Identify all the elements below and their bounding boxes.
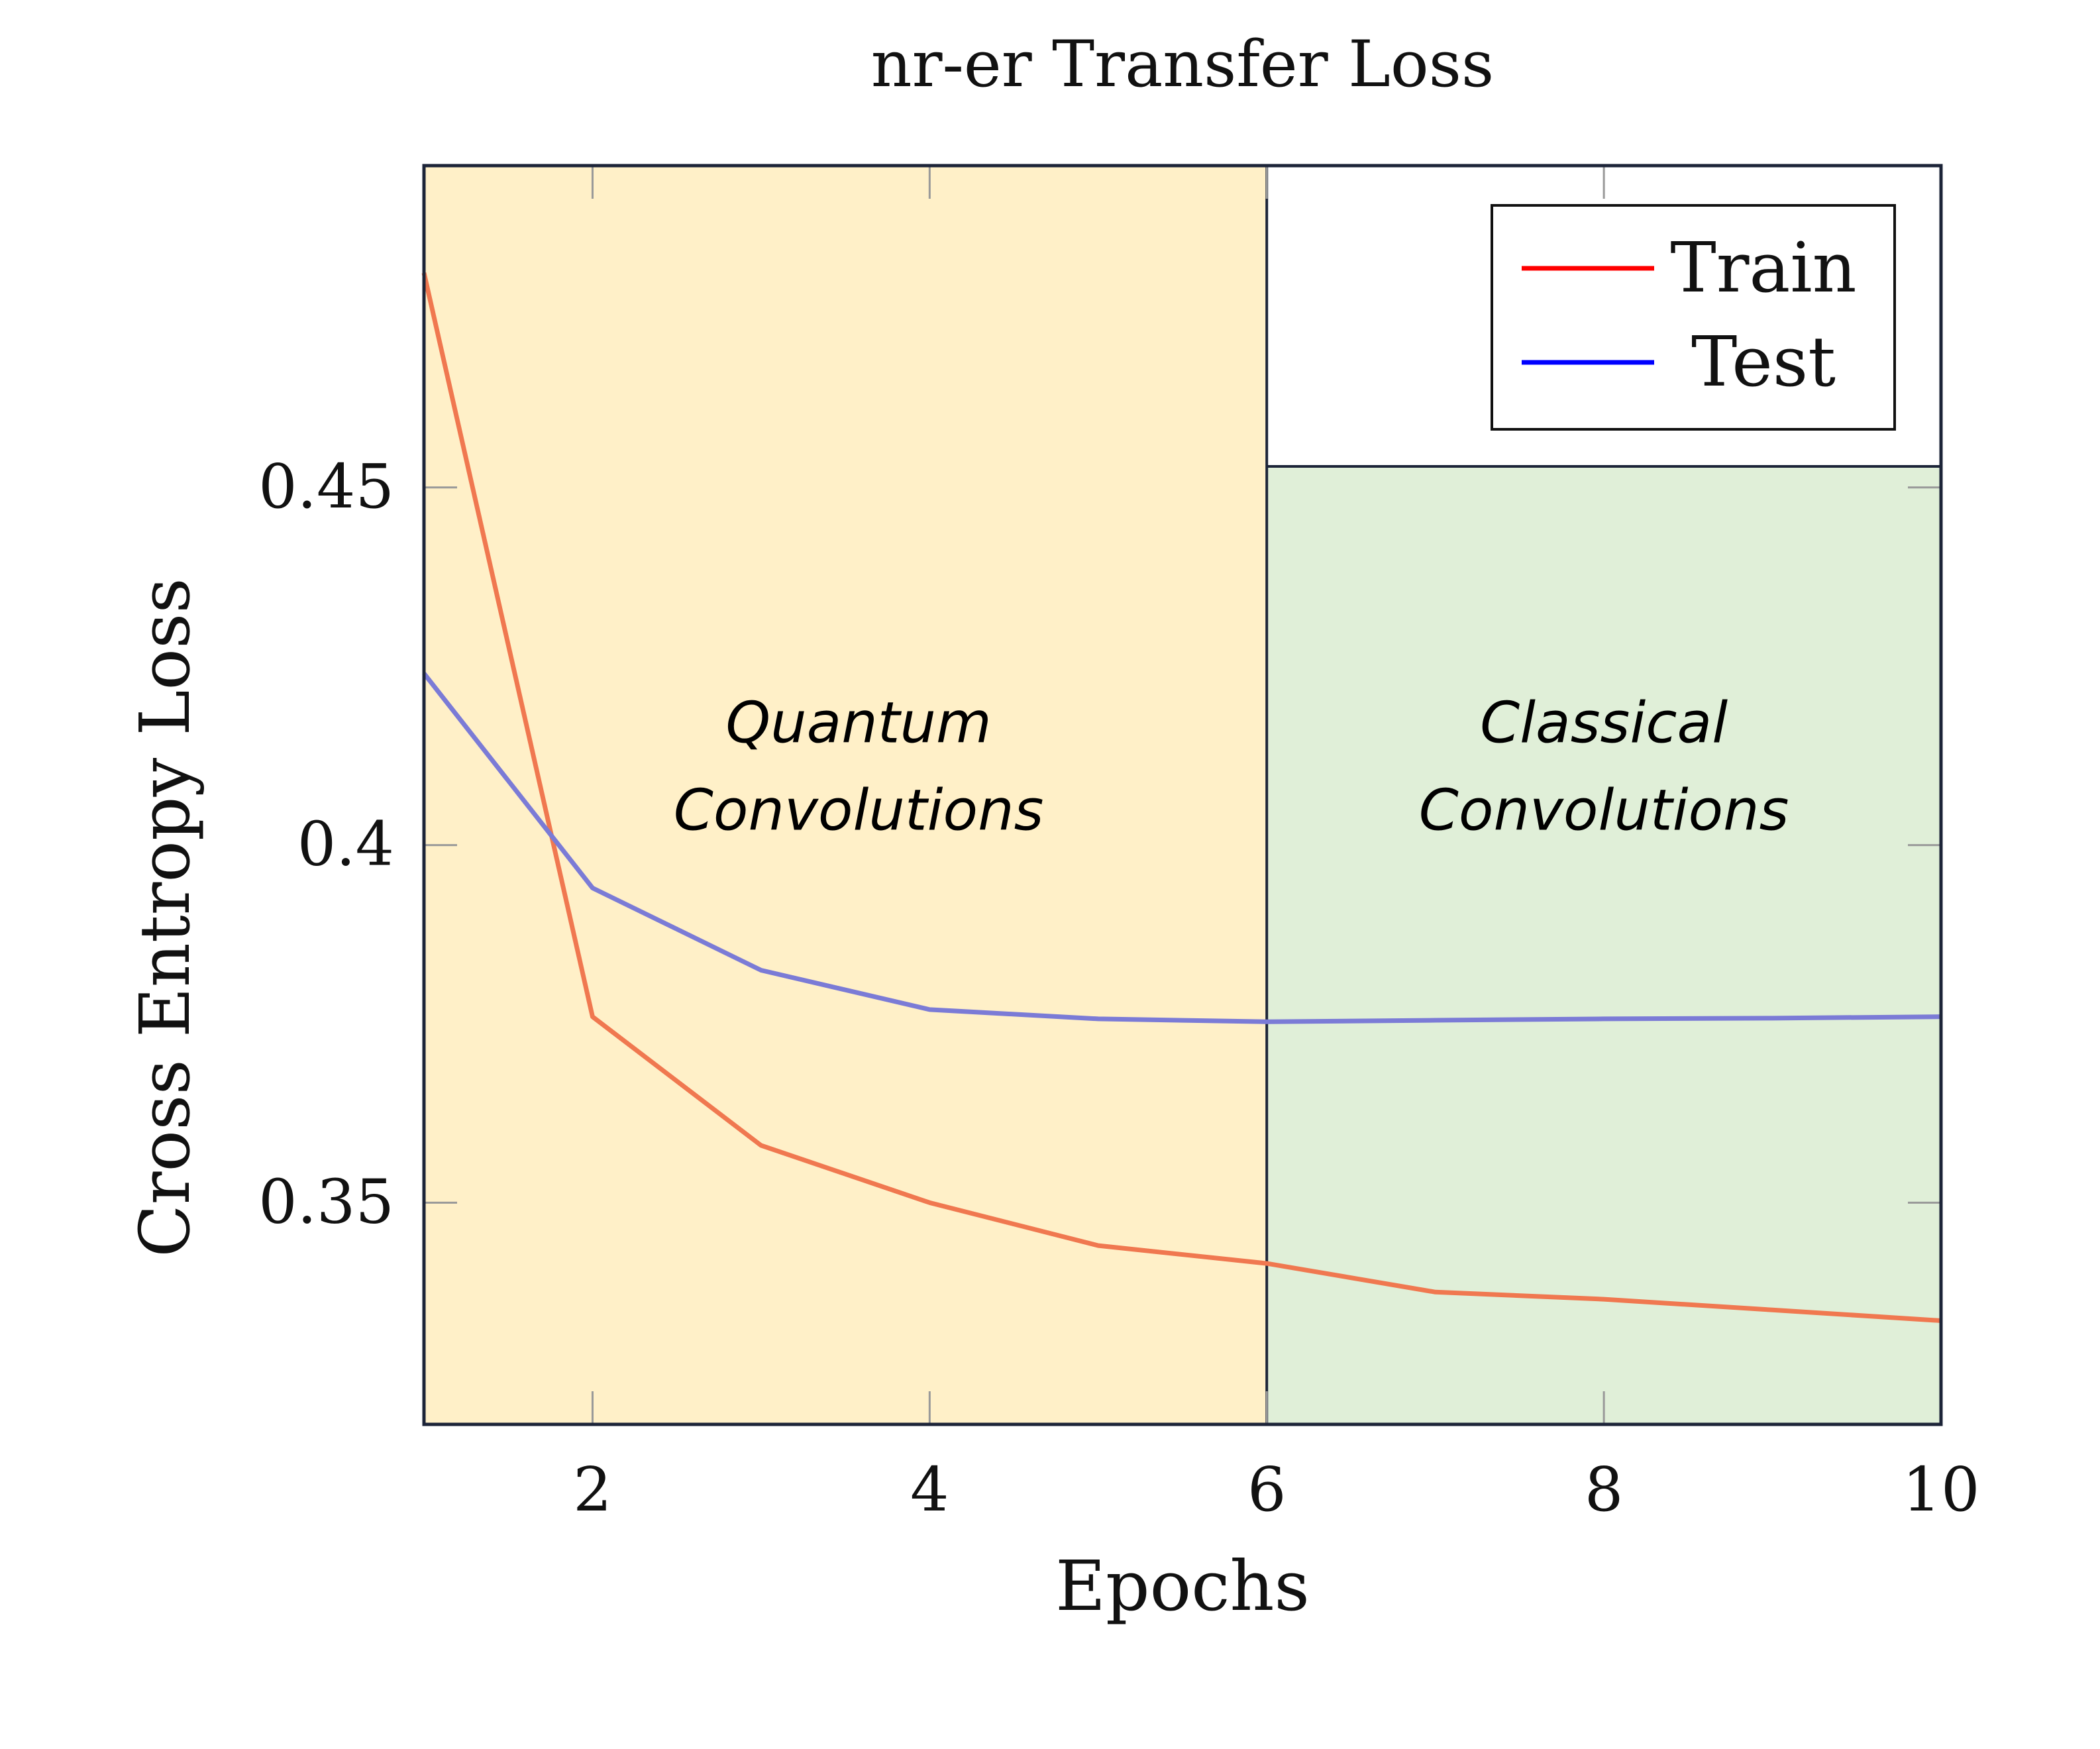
chart-title: nr-er Transfer Loss — [871, 27, 1494, 101]
y-tick-label: 0.4 — [297, 809, 394, 880]
region-label-line1: Classical — [1480, 690, 1728, 757]
shaded-regions — [424, 166, 1941, 1424]
x-axis: 2 4 6 8 10 — [573, 166, 1980, 1525]
y-tick-label: 0.45 — [258, 451, 394, 522]
legend-box — [1491, 204, 1896, 431]
plot-frame — [422, 164, 1943, 1426]
x-tick-label: 6 — [1247, 1454, 1286, 1525]
legend-label-train: Train — [1670, 227, 1856, 308]
region-quantum — [424, 166, 1267, 1424]
series-line-train — [421, 272, 1942, 1323]
x-tick-label: 10 — [1902, 1454, 1979, 1525]
y-tick-label: 0.35 — [258, 1166, 394, 1237]
x-tick-label: 8 — [1585, 1454, 1624, 1525]
legend-label-test: Test — [1691, 321, 1836, 402]
region-label-line2: Convolutions — [674, 778, 1044, 844]
x-axis-label: Epochs — [1055, 1546, 1310, 1626]
x-tick-label: 4 — [910, 1454, 949, 1525]
region-label-line2: Convolutions — [1419, 778, 1789, 844]
y-axis: 0.35 0.4 0.45 — [258, 451, 1941, 1237]
legend: Train Test — [1491, 204, 1896, 431]
region-label-line1: Quantum — [725, 690, 991, 757]
region-classical — [1267, 466, 1941, 1424]
series-lines — [421, 272, 1942, 1323]
y-axis-label: Cross Entropy Loss — [125, 578, 205, 1257]
region-labels: Quantum Convolutions Classical Convolutions — [674, 690, 1789, 844]
x-tick-label: 2 — [573, 1454, 612, 1525]
series-line-test — [422, 672, 1942, 1024]
